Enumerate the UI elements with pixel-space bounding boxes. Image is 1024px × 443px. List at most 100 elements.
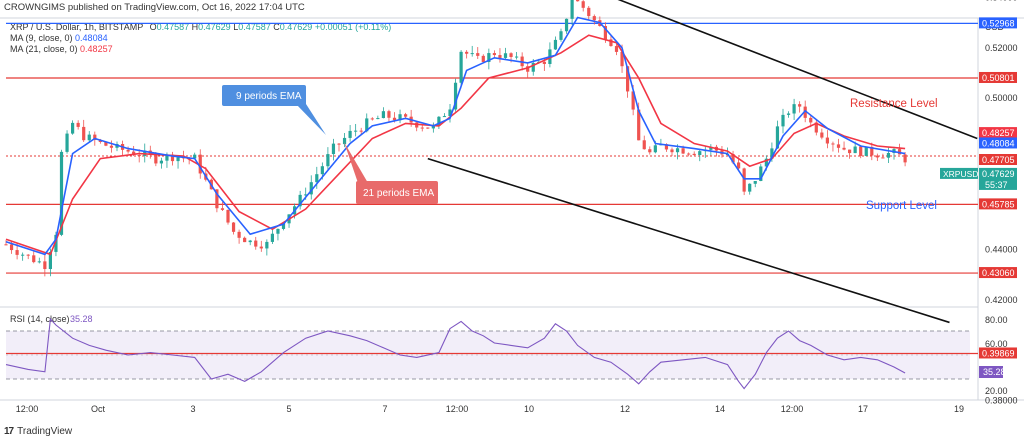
candle-body <box>82 126 86 141</box>
candle-body <box>709 146 713 150</box>
time-tick: 10 <box>524 404 534 414</box>
ohlc-change: +0.00051 (+0.11%) <box>314 22 392 32</box>
candle-body <box>431 125 435 129</box>
candle-body <box>420 127 424 129</box>
candle-body <box>798 104 802 107</box>
tradingview-logo-icon: 17 <box>4 426 14 437</box>
candle-body <box>276 228 280 234</box>
candle-body <box>259 246 263 249</box>
candle-body <box>886 152 891 158</box>
candle-body <box>731 154 735 163</box>
candle-body <box>792 104 796 114</box>
candle-body <box>587 7 591 17</box>
time-tick: 12:00 <box>16 404 39 414</box>
time-tick: 3 <box>190 404 195 414</box>
candle-body <box>337 143 341 145</box>
time-tick: Oct <box>91 404 106 414</box>
candle-body <box>465 51 469 54</box>
candle-body <box>553 39 558 50</box>
price-label-box <box>979 17 1017 29</box>
candle-body <box>831 143 835 145</box>
ohlc-high-value: 0.47629 <box>198 22 231 32</box>
candle-body <box>770 148 774 159</box>
price-tick: 0.50000 <box>985 93 1018 103</box>
candle-body <box>459 51 463 83</box>
candle-body <box>342 137 347 145</box>
candle-body <box>820 132 824 138</box>
candle-body <box>365 118 369 132</box>
brand-name: TradingView <box>17 426 73 437</box>
ohlc-low-label: L <box>233 22 239 32</box>
candle-body <box>237 231 241 238</box>
ohlc-low-value: 0.47587 <box>238 22 271 32</box>
candle-body <box>531 62 535 72</box>
price-label-box <box>979 198 1017 210</box>
candle-body <box>354 130 358 132</box>
candle-body <box>809 117 813 123</box>
candle-body <box>315 174 319 183</box>
candle-body <box>620 51 624 67</box>
candle-body <box>170 154 175 162</box>
candle-body <box>165 154 169 161</box>
rsi-tick-60: 60.00 <box>985 339 1008 349</box>
legend-ma9: MA (9, close, 0) 0.48084 <box>10 33 108 43</box>
candle-body <box>825 137 829 144</box>
candle-body <box>387 111 391 118</box>
ema9-callout-pointer <box>296 104 326 135</box>
candle-body <box>675 148 680 153</box>
candle-body <box>298 194 302 207</box>
legend-symbol: XRP / U.S. Dollar, 1h, BITSTAMP O0.47587… <box>10 22 391 32</box>
candle-body <box>281 223 286 229</box>
rsi-current-box <box>979 366 1003 378</box>
candle-body <box>104 141 108 146</box>
candle-body <box>764 158 768 167</box>
price-label-text: 0.43060 <box>982 268 1015 278</box>
candle-body <box>842 147 846 150</box>
rsi-line <box>5 317 906 390</box>
candle-body <box>603 25 607 40</box>
price-label-box <box>979 154 1017 165</box>
candle-body <box>159 160 163 164</box>
symbol-tag-box <box>940 167 978 179</box>
candle-body <box>126 149 130 152</box>
candle-body <box>270 233 274 242</box>
trend-line <box>427 157 950 324</box>
ema21-callout-pointer <box>344 142 368 183</box>
candle-body <box>404 114 408 117</box>
support-level-text: Support Level <box>866 200 937 212</box>
ma9-line <box>5 16 906 256</box>
price-label-box <box>979 127 1017 139</box>
candle-body <box>781 114 785 127</box>
candle-body <box>71 122 75 134</box>
candle-body <box>381 111 385 119</box>
candle-body <box>742 168 746 192</box>
candle-body <box>576 0 580 2</box>
candle-body <box>359 130 363 132</box>
candle-body <box>692 153 696 155</box>
candle-body <box>21 254 25 256</box>
ohlc-open-label: O <box>149 22 157 32</box>
time-tick: 5 <box>286 404 291 414</box>
price-label-text: 0.39869 <box>982 348 1015 358</box>
price-label-text: 0.45785 <box>982 199 1015 209</box>
candle-body <box>137 155 141 157</box>
candle-body <box>498 55 502 58</box>
candle-body <box>848 149 852 154</box>
candle-body <box>392 117 397 121</box>
price-label-box <box>979 267 1017 279</box>
candle-body <box>653 145 657 153</box>
candle-body <box>642 140 646 150</box>
ohlc-high-label: H <box>191 22 199 32</box>
candle-body <box>759 166 763 181</box>
candle-body <box>32 255 36 263</box>
candle-body <box>93 134 97 140</box>
price-tick: 0.42000 <box>985 295 1018 305</box>
candle-body <box>481 55 485 63</box>
candle-body <box>304 194 308 196</box>
candle-body <box>470 53 474 55</box>
candle-body <box>226 209 230 223</box>
candle-body <box>248 240 252 243</box>
ema9-callout-text: 9 periods EMA <box>236 91 302 102</box>
ema9-callout-box <box>222 85 306 106</box>
candle-body <box>87 134 91 141</box>
